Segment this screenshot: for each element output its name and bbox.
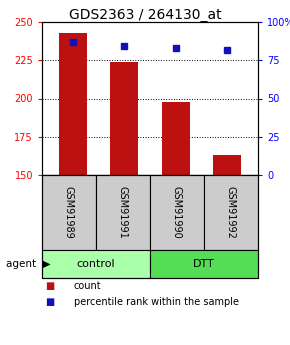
Text: GSM91989: GSM91989 (64, 186, 74, 239)
Bar (213, 155, 241, 175)
Text: ■: ■ (45, 281, 54, 291)
Text: count: count (74, 281, 102, 291)
Text: GDS2363 / 264130_at: GDS2363 / 264130_at (69, 8, 221, 22)
Text: GSM91990: GSM91990 (172, 186, 182, 239)
Bar (162, 101, 190, 175)
Text: DTT: DTT (193, 259, 215, 269)
Text: percentile rank within the sample: percentile rank within the sample (74, 297, 239, 307)
Text: GSM91992: GSM91992 (226, 186, 236, 239)
Text: ■: ■ (45, 297, 54, 307)
Bar (110, 62, 138, 175)
Bar (59, 33, 87, 175)
Text: GSM91991: GSM91991 (118, 186, 128, 239)
Text: control: control (77, 259, 115, 269)
Text: agent  ▶: agent ▶ (6, 259, 50, 269)
